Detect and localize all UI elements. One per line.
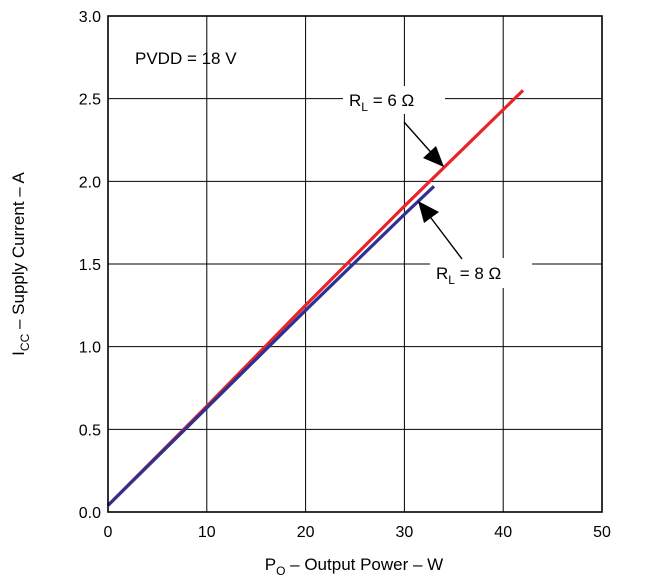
rl8-label: RL = 8 Ω — [436, 264, 501, 287]
tick-labels: 0 10 20 30 40 50 0.0 0.5 1.0 1.5 2.0 2.5 3.0 — [79, 9, 611, 541]
y-tick-label: 2.5 — [79, 92, 101, 109]
rl8-label-bg — [430, 258, 532, 288]
x-tick-label: 20 — [297, 524, 315, 541]
x-axis-label: PO – Output Power – W — [265, 555, 443, 578]
y-axis-label: ICC – Supply Current – A — [9, 172, 32, 356]
x-tick-label: 30 — [396, 524, 414, 541]
y-tick-label: 2.0 — [79, 174, 101, 191]
x-tick-label: 50 — [593, 524, 611, 541]
x-tick-label: 0 — [104, 524, 113, 541]
rl8-arrow-line — [427, 213, 463, 260]
rl6-arrowhead — [423, 146, 444, 167]
pvdd-annotation: PVDD = 18 V — [135, 49, 237, 68]
y-tick-label: 3.0 — [79, 9, 101, 26]
y-tick-label: 1.5 — [79, 257, 101, 274]
y-tick-label: 0.0 — [79, 505, 101, 522]
y-tick-label: 0.5 — [79, 422, 101, 439]
rl8-arrowhead — [418, 201, 439, 223]
y-tick-label: 1.0 — [79, 340, 101, 357]
x-tick-label: 10 — [198, 524, 216, 541]
plot-frame — [107, 15, 603, 513]
rl6-label-bg — [343, 86, 445, 114]
rl6-label: RL = 6 Ω — [349, 91, 414, 114]
x-tick-label: 40 — [494, 524, 512, 541]
series-line-rl-8-ohm — [106, 185, 436, 507]
series-layer — [106, 89, 525, 507]
